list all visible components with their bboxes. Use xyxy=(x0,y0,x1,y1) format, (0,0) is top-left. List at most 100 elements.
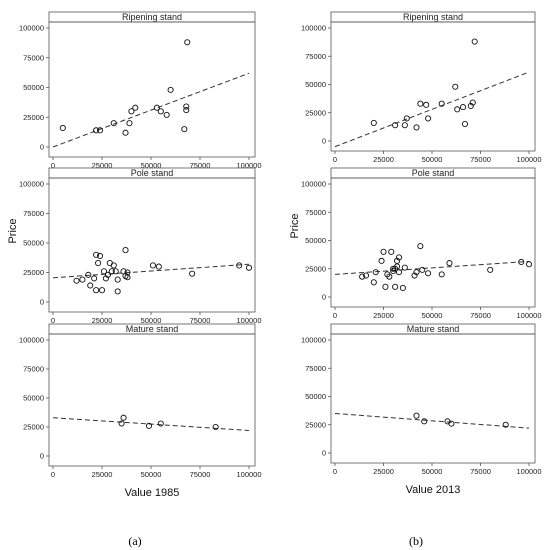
data-point xyxy=(471,38,478,45)
x-tick-label: 25000 xyxy=(92,470,113,479)
data-point xyxy=(419,266,426,273)
data-point xyxy=(362,272,370,279)
y-tick-label: 100000 xyxy=(301,336,326,345)
data-point xyxy=(359,273,366,280)
data-point xyxy=(469,99,476,106)
x-tick-label: 0 xyxy=(333,467,337,476)
fit-line xyxy=(334,71,530,148)
y-tick-label: 25000 xyxy=(23,423,44,432)
data-point xyxy=(163,111,170,118)
data-point xyxy=(184,39,191,46)
data-point xyxy=(413,269,420,276)
data-point xyxy=(96,127,104,134)
data-point xyxy=(98,287,106,294)
data-point xyxy=(122,129,129,136)
y-tick-label: 75000 xyxy=(23,209,44,218)
data-point xyxy=(100,268,108,275)
data-point xyxy=(108,268,115,275)
data-point xyxy=(378,257,385,264)
data-point xyxy=(372,269,379,276)
x-tick-label: 50000 xyxy=(422,467,443,476)
y-tick-label: 100000 xyxy=(19,336,44,345)
y-tick-label: 25000 xyxy=(305,264,326,273)
data-point xyxy=(413,124,420,131)
x-tick-label: 100000 xyxy=(516,311,541,320)
x-tick-label: 50000 xyxy=(141,470,162,479)
data-point xyxy=(423,101,430,108)
data-point xyxy=(95,260,102,267)
data-point xyxy=(401,264,408,271)
y-tick-label: 0 xyxy=(322,137,326,146)
scatter-panel: Ripening stand 0 25000 50000 75000 100000 0 250… xyxy=(19,11,262,170)
y-tick-label: 25000 xyxy=(23,268,44,277)
x-tick-label: 25000 xyxy=(92,161,113,170)
data-point xyxy=(467,102,474,110)
x-tick-label: 75000 xyxy=(470,155,491,164)
x-tick-label: 50000 xyxy=(422,155,443,164)
x-tick-label: 75000 xyxy=(190,470,211,479)
data-point xyxy=(395,269,403,276)
x-tick-label: 0 xyxy=(51,316,55,325)
x-tick-label: 100000 xyxy=(236,316,261,325)
data-point xyxy=(502,421,509,428)
data-point xyxy=(425,115,432,122)
data-point xyxy=(110,120,117,127)
data-point xyxy=(425,270,432,277)
data-point xyxy=(149,262,157,269)
x-tick-label: 0 xyxy=(333,155,337,164)
x-tick-label: 100000 xyxy=(516,155,541,164)
x-tick-label: 75000 xyxy=(190,316,211,325)
x-tick-label: 0 xyxy=(333,311,337,320)
data-point xyxy=(124,274,131,281)
data-point xyxy=(91,275,98,282)
data-point xyxy=(370,279,377,286)
data-point xyxy=(454,106,461,113)
y-tick-label: 75000 xyxy=(305,364,326,373)
y-tick-label: 25000 xyxy=(305,108,326,117)
y-tick-label: 100000 xyxy=(19,24,44,33)
data-point xyxy=(93,251,100,258)
fit-line xyxy=(334,260,530,275)
y-tick-label: 50000 xyxy=(23,239,44,248)
data-point xyxy=(167,86,174,93)
data-point xyxy=(145,422,153,429)
data-point xyxy=(438,271,445,278)
y-tick-label: 0 xyxy=(40,452,44,461)
y-tick-label: 50000 xyxy=(305,80,326,89)
data-point xyxy=(104,271,111,278)
price-axis-label-left: Price xyxy=(7,218,19,243)
data-point xyxy=(236,262,243,269)
data-point xyxy=(487,266,494,273)
data-point xyxy=(212,423,219,431)
x-tick-label: 75000 xyxy=(190,161,211,170)
data-point xyxy=(382,283,389,290)
data-point xyxy=(452,83,459,90)
data-point xyxy=(124,269,131,276)
data-point xyxy=(448,420,455,427)
data-point xyxy=(380,248,387,255)
data-point xyxy=(518,258,525,266)
data-point xyxy=(395,254,403,261)
y-tick-label: 25000 xyxy=(23,113,44,122)
x-tick-label: 100000 xyxy=(236,161,261,170)
data-point xyxy=(118,420,125,427)
y-tick-label: 0 xyxy=(40,143,44,152)
scatter-panel: Pole stand 0 25000 50000 75000 100000 0 25000 50… xyxy=(19,167,262,325)
data-point xyxy=(417,100,424,107)
data-point xyxy=(87,282,94,289)
data-point xyxy=(461,121,469,128)
data-point xyxy=(392,283,399,290)
data-point xyxy=(120,414,127,421)
plot-frame xyxy=(330,21,536,152)
data-point xyxy=(403,115,410,122)
data-point xyxy=(132,104,139,111)
plot-frame xyxy=(48,177,256,313)
data-point xyxy=(114,288,121,295)
y-tick-label: 50000 xyxy=(23,83,44,92)
data-point xyxy=(394,257,401,264)
fit-line xyxy=(52,72,250,148)
data-point xyxy=(399,284,406,292)
plot-frame xyxy=(330,333,536,464)
data-point xyxy=(112,268,119,275)
data-point xyxy=(93,287,100,294)
